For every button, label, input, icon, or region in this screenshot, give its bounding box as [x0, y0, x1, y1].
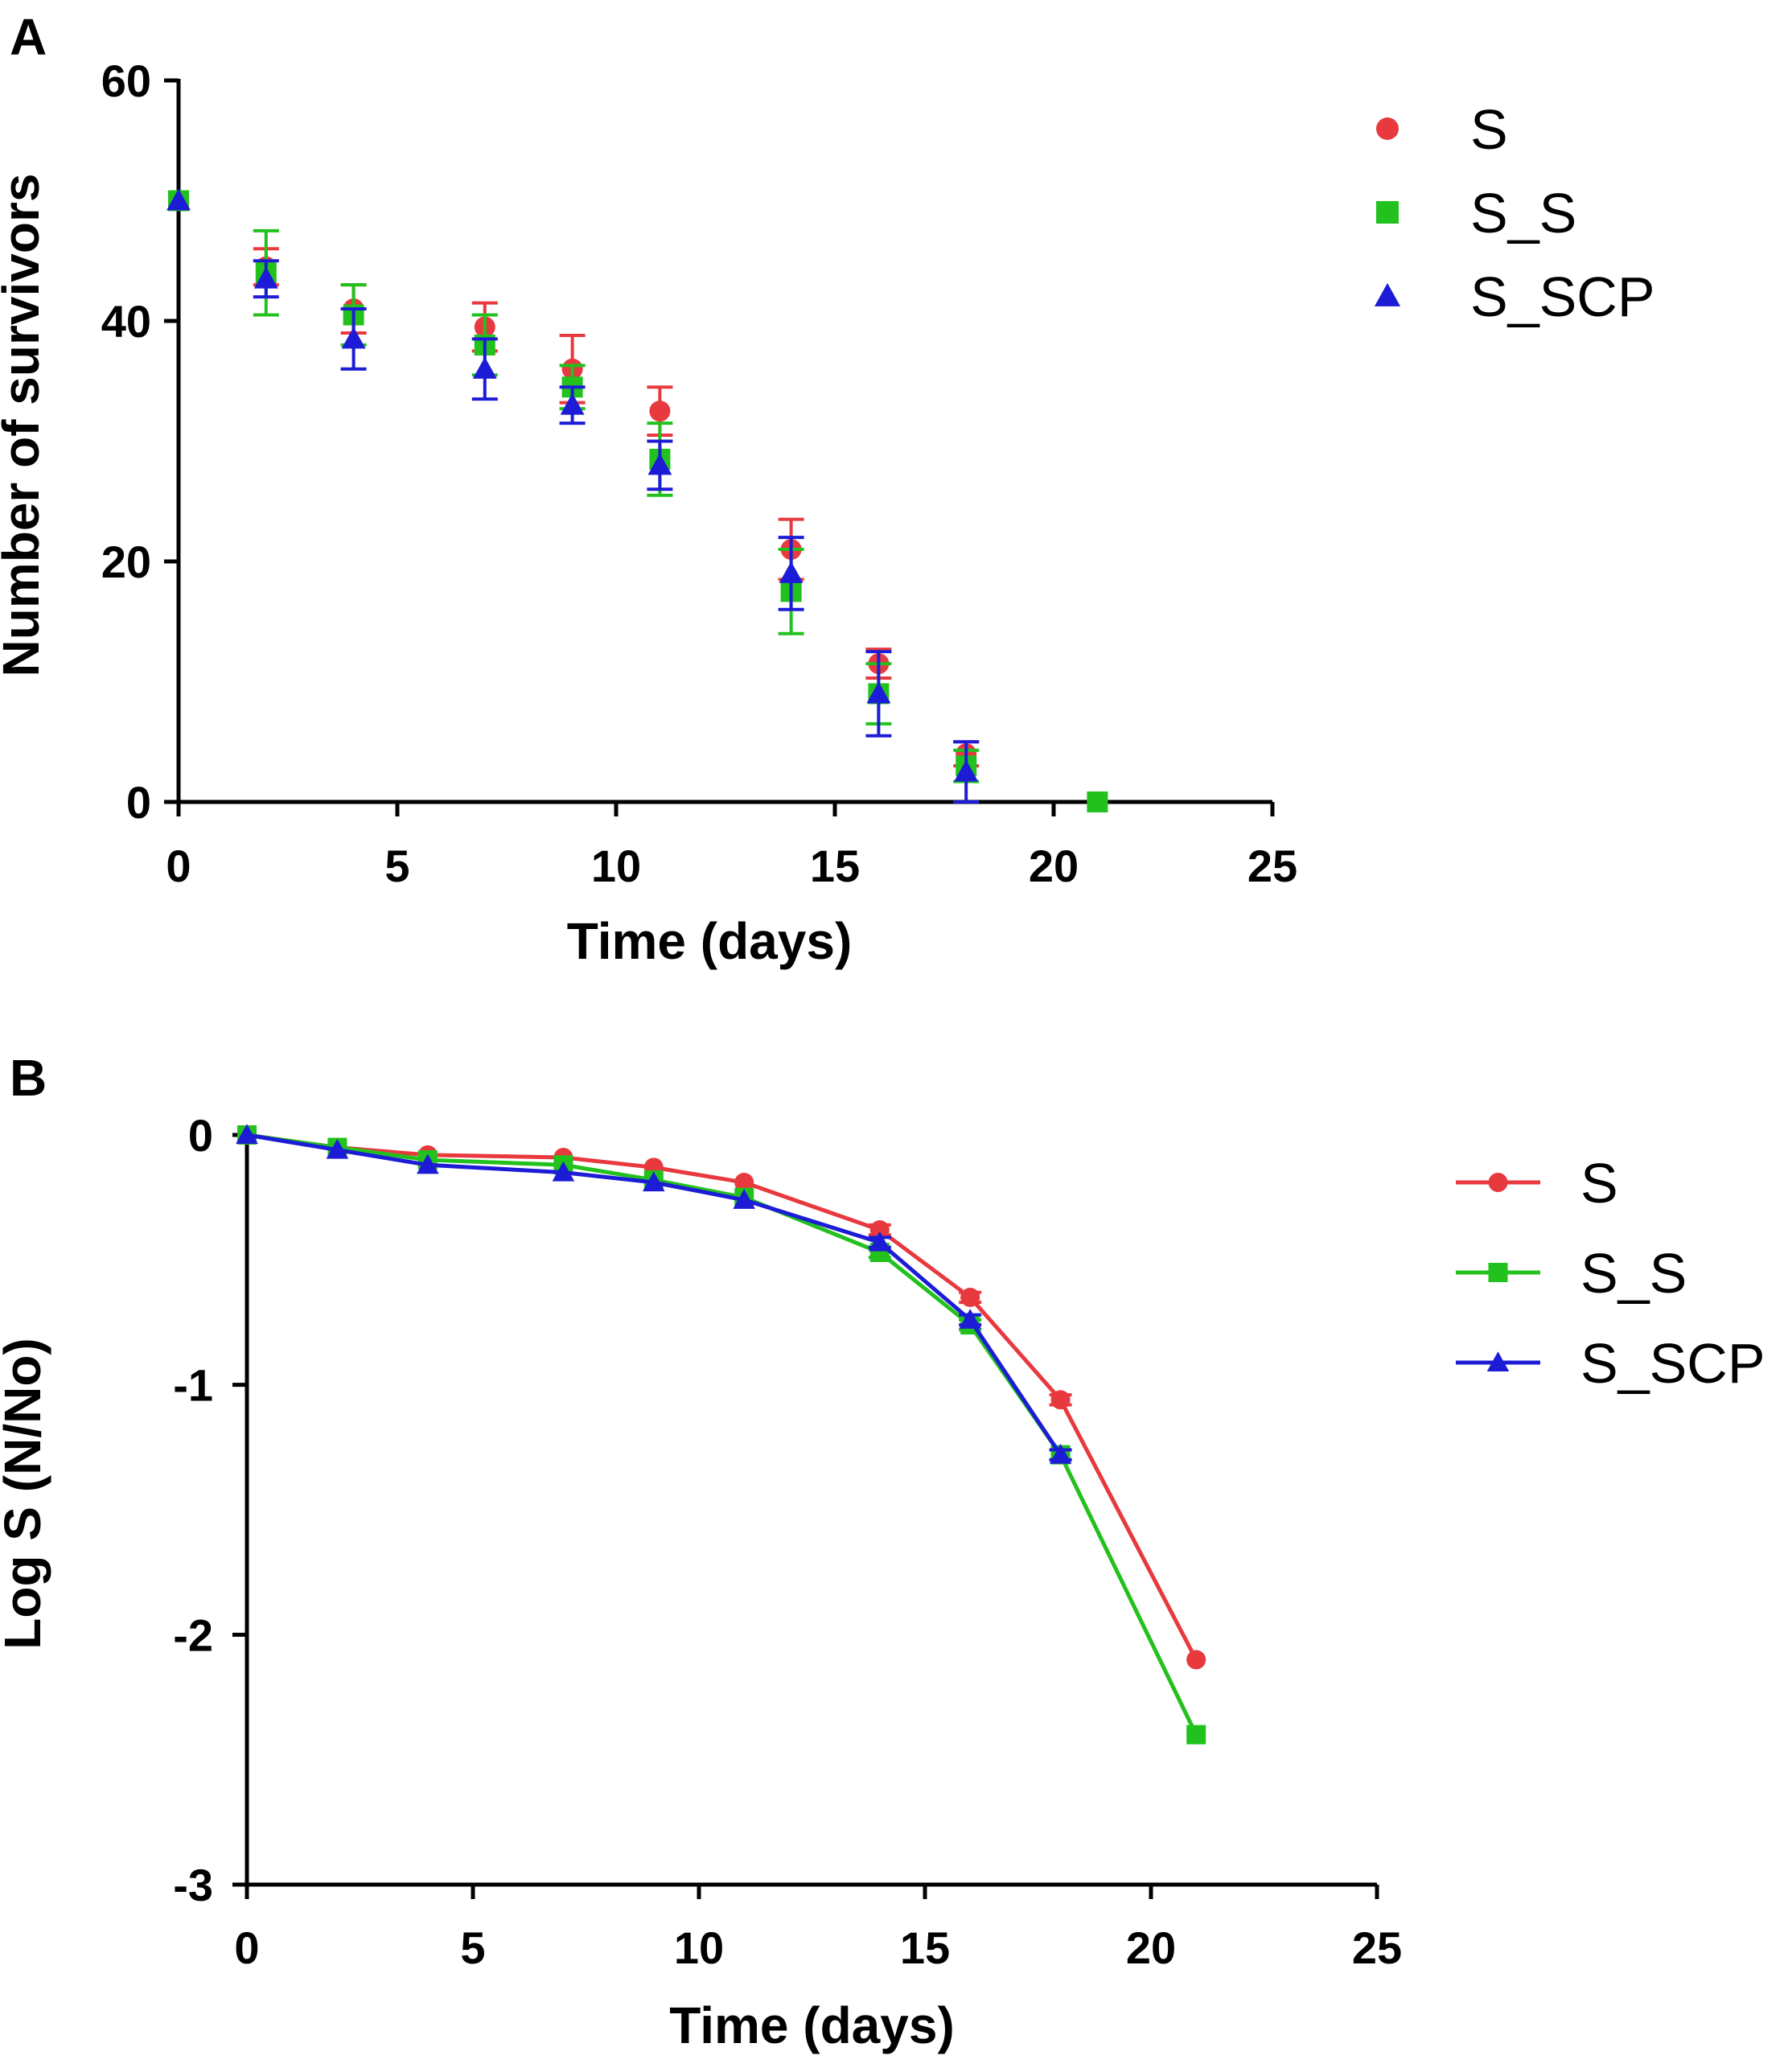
x-tick-label: 0 — [166, 841, 191, 891]
legend-item-s-scp: S_SCP — [1374, 265, 1655, 328]
data-point — [869, 1231, 891, 1252]
panel-a-chart: A 0 5 10 15 20 25 0 20 40 60 Time (days) Number of … — [0, 8, 1655, 970]
series-line — [246, 1133, 1198, 1736]
y-tick-label: -1 — [173, 1360, 213, 1411]
data-point — [236, 1124, 258, 1145]
series-s-s — [237, 1125, 1206, 1745]
data-point — [560, 393, 585, 415]
series-s-scp — [166, 188, 980, 804]
x-tick-label: 25 — [1247, 841, 1297, 891]
panel-a-letter: A — [10, 8, 47, 66]
x-axis-title: Time (days) — [567, 912, 853, 970]
data-point — [1087, 791, 1108, 812]
data-point — [1049, 1443, 1072, 1464]
legend-marker — [1486, 1351, 1510, 1372]
x-tick-label: 10 — [591, 841, 641, 891]
legend-item-s: S — [1456, 1152, 1618, 1215]
data-point — [779, 561, 804, 583]
y-axis-title: Log S (N/No) — [0, 1338, 51, 1649]
legend-marker — [1376, 117, 1399, 140]
data-point — [869, 1220, 890, 1240]
y-tick-label: 20 — [101, 537, 151, 587]
legend-item-s-s: S_S — [1456, 1242, 1687, 1305]
data-point — [1050, 1390, 1071, 1410]
legend-item-s: S — [1376, 98, 1508, 161]
x-tick-label: 25 — [1352, 1922, 1402, 1973]
legend-label: S — [1580, 1152, 1618, 1215]
data-point — [866, 681, 891, 704]
series-s — [168, 190, 1108, 812]
series-line — [246, 1133, 1198, 1661]
data-point — [960, 1287, 980, 1307]
data-point — [959, 1309, 981, 1329]
x-axis-title: Time (days) — [669, 1996, 955, 2054]
y-tick-label: 0 — [126, 777, 151, 828]
data-point — [647, 453, 672, 475]
data-point — [417, 1153, 439, 1174]
x-tick-label: 20 — [1029, 841, 1079, 891]
data-point — [341, 327, 366, 349]
legend-label: S_SCP — [1470, 265, 1655, 328]
legend-label: S_S — [1470, 182, 1576, 245]
data-point — [552, 1161, 575, 1182]
legend-marker — [1374, 282, 1401, 306]
data-point — [733, 1188, 755, 1209]
legend-label: S — [1470, 98, 1508, 161]
x-tick-label: 5 — [384, 841, 409, 891]
y-tick-label: 40 — [101, 296, 151, 347]
y-tick-label: -2 — [173, 1610, 213, 1660]
legend-label: S_S — [1580, 1242, 1687, 1305]
x-tick-label: 15 — [810, 841, 860, 891]
data-point — [1186, 1650, 1206, 1670]
x-tick-label: 0 — [234, 1922, 259, 1973]
data-point — [472, 356, 497, 379]
y-tick-label: 0 — [188, 1110, 213, 1161]
legend-item-s-scp: S_SCP — [1456, 1332, 1765, 1395]
legend-marker — [1376, 201, 1399, 224]
data-point — [1186, 1725, 1206, 1745]
data-point — [649, 401, 671, 422]
legend-item-s-s: S_S — [1376, 182, 1576, 245]
x-tick-label: 5 — [460, 1922, 485, 1973]
panel-b-chart: B 0 5 10 15 20 25 0 -1 -2 -3 Time (days) Log S (N/N… — [0, 1049, 1765, 2054]
data-point — [253, 266, 278, 289]
legend-marker — [1488, 1263, 1508, 1282]
series-s-scp — [236, 1124, 1072, 1464]
series-s-s — [168, 190, 1108, 812]
panel-b-letter: B — [10, 1049, 47, 1107]
data-point — [326, 1138, 349, 1159]
x-tick-label: 15 — [900, 1922, 950, 1973]
data-point — [166, 188, 191, 211]
legend-label: S_SCP — [1580, 1332, 1765, 1395]
y-axis-title: Number of survivors — [0, 174, 50, 677]
y-tick-label: -3 — [173, 1860, 213, 1910]
legend-marker — [1488, 1173, 1508, 1192]
x-tick-label: 10 — [674, 1922, 724, 1973]
y-tick-label: 60 — [101, 56, 151, 106]
data-point — [734, 1173, 754, 1193]
series-s — [237, 1125, 1206, 1670]
data-point — [643, 1171, 665, 1192]
data-point — [954, 759, 979, 782]
x-tick-label: 20 — [1126, 1922, 1176, 1973]
